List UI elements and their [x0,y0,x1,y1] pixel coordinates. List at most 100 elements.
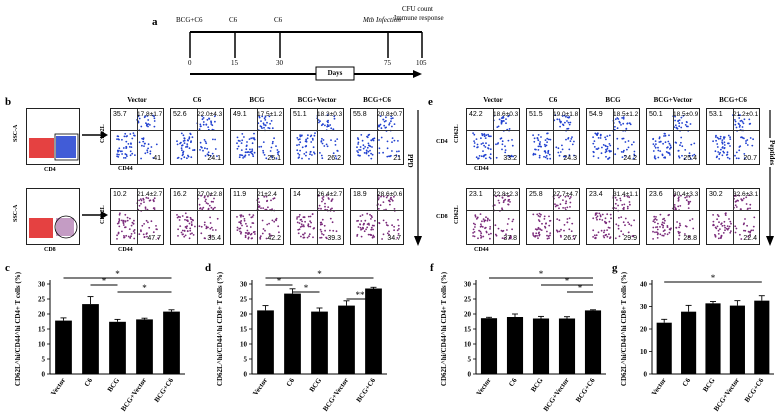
facs-event-dot [398,150,400,153]
facs-event-dot [490,232,492,235]
facs-event-dot [206,147,209,150]
facs-event-dot [548,237,550,239]
facs-event-dot [334,144,337,146]
facs-event-dot [200,194,202,197]
facs-event-dot [143,201,145,203]
facs-event-dot [592,142,595,145]
facs-event-dot [534,148,536,151]
facs-plot-flow_b-row_cd4-3: 51.1 18.3±0.3 26.2 [290,108,344,165]
facs-event-dot [661,153,664,156]
quadrant-line-h [647,130,699,131]
y-tick-label: 0 [244,371,248,379]
facs-event-dot [599,215,602,218]
facs-event-dot [360,228,362,231]
facs-event-dot [307,215,310,218]
sig-label-0: * [115,269,120,279]
facs-event-dot [509,236,511,239]
facs-event-dot [320,221,323,224]
facs-event-dot [263,195,266,198]
facs-event-dot [669,148,671,150]
facs-event-dot [243,155,246,158]
facs-event-dot [716,155,718,158]
facs-event-dot [370,157,373,160]
facs-event-dot [393,208,396,210]
facs-event-dot [324,124,326,127]
facs-event-dot [387,199,390,202]
facs-event-dot [605,150,608,153]
facs-event-dot [494,233,497,236]
facs-event-dot [317,207,320,210]
quadrant-br-value: 25.4 [683,155,697,162]
facs-event-dot [359,149,362,151]
facs-event-dot [238,156,241,159]
facs-event-dot [362,227,365,230]
facs-event-dot [124,226,127,229]
facs-event-dot [693,142,696,145]
facs-event-dot [726,225,729,227]
facs-event-dot [749,207,751,210]
facs-event-dot [250,237,253,240]
facs-event-dot [559,203,562,206]
timeline-diagram [189,31,423,81]
quadrant-br-value: 26.7 [563,235,577,242]
facs-event-dot [714,150,717,153]
facs-event-dot [566,120,568,122]
quadrant-line-v [613,189,614,244]
facs-event-dot [535,232,538,235]
facs-event-dot [741,121,744,123]
facs-event-dot [724,229,726,232]
facs-dots [712,194,756,240]
facs-dots [236,115,280,160]
facs-event-dot [488,156,491,159]
facs-event-dot [128,228,131,230]
facs-event-dot [246,141,248,143]
facs-event-dot [543,155,545,158]
facs-event-dot [598,218,601,221]
facs-event-dot [753,216,756,219]
facs-plot-flow_b-row_cd8-1: 16.2 27.0±2.8 35.4 [170,188,224,245]
facs-event-dot [383,120,386,123]
facs-event-dot [559,125,561,128]
facs-event-dot [734,200,737,203]
facs-event-dot [322,139,325,141]
facs-event-dot [652,220,655,223]
facs-event-dot [601,146,603,149]
facs-event-dot [321,233,323,235]
facs-event-dot [687,207,690,209]
facs-event-dot [598,212,601,215]
facs-event-dot [537,237,539,240]
facs-event-dot [503,199,505,202]
facs-event-dot [608,150,611,153]
facs-event-dot [116,155,118,158]
facs-event-dot [251,153,254,156]
facs-event-dot [739,233,741,236]
facs-event-dot [204,155,207,157]
facs-event-dot [723,144,726,146]
facs-event-dot [152,231,155,234]
facs-event-dot [501,148,503,151]
facs-dots [472,194,515,240]
facs-event-dot [388,155,390,158]
facs-event-dot [116,153,119,156]
facs-event-dot [271,127,274,130]
facs-event-dot [273,220,276,223]
facs-event-dot [739,208,742,210]
facs-event-dot [186,216,189,218]
facs-event-dot [743,222,745,225]
facs-event-dot [211,152,214,155]
facs-event-dot [545,222,547,225]
facs-event-dot [573,237,575,240]
y-axis-label: CD62L^hi/CD44^hi CD8+ T cells (%) [620,271,628,386]
facs-event-dot [324,229,326,232]
facs-event-dot [746,139,749,141]
facs-event-dot [296,216,299,218]
facs-event-dot [596,215,599,218]
facs-event-dot [627,231,630,234]
facs-event-dot [691,154,694,157]
facs-event-dot [548,153,551,156]
facs-event-dot [482,235,485,238]
facs-event-dot [716,146,719,148]
facs-event-dot [662,224,665,227]
peptides-label: Peptides [768,138,776,168]
facs-event-dot [127,235,130,238]
